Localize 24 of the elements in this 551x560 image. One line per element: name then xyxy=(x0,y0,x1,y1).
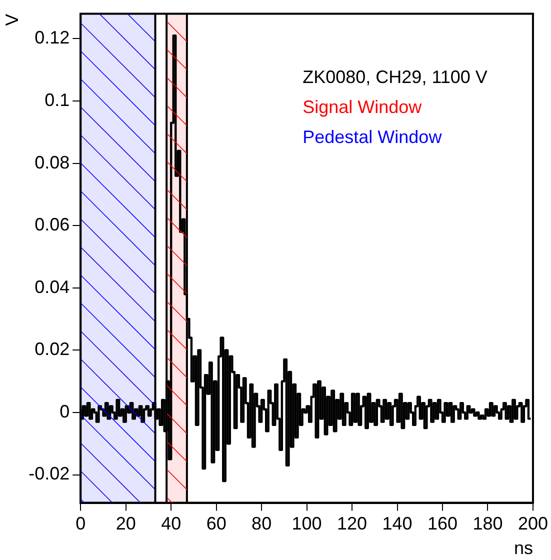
y-tick-label: 0.08 xyxy=(34,152,70,172)
x-tick-label: 160 xyxy=(427,514,458,534)
y-tick-label: 0.06 xyxy=(34,214,70,235)
x-tick-label: 120 xyxy=(337,514,368,534)
x-tick-label: 80 xyxy=(252,514,272,534)
x-tick-label: 20 xyxy=(116,514,136,534)
annotation: ZK0080, CH29, 1100 V xyxy=(302,66,488,87)
x-tick-label: 0 xyxy=(76,514,86,534)
x-tick-label: 100 xyxy=(292,514,322,534)
x-tick-label: 140 xyxy=(382,514,412,534)
x-axis-title: ns xyxy=(514,538,533,558)
y-axis-title: V xyxy=(2,14,22,26)
x-tick-label: 180 xyxy=(472,514,503,534)
y-tick-label: 0.12 xyxy=(34,28,70,48)
y-tick-label: 0.04 xyxy=(34,276,70,297)
x-tick-label: 200 xyxy=(518,514,548,534)
band-label: Pedestal Window xyxy=(302,126,443,147)
x-tick-label: 60 xyxy=(206,514,226,534)
y-tick-label: 0 xyxy=(60,401,70,422)
y-tick-label: -0.02 xyxy=(28,464,70,484)
y-tick-label: 0.1 xyxy=(44,90,70,110)
x-tick-label: 40 xyxy=(161,514,182,534)
y-tick-label: 0.02 xyxy=(34,339,70,360)
band-label: Signal Window xyxy=(302,96,423,117)
